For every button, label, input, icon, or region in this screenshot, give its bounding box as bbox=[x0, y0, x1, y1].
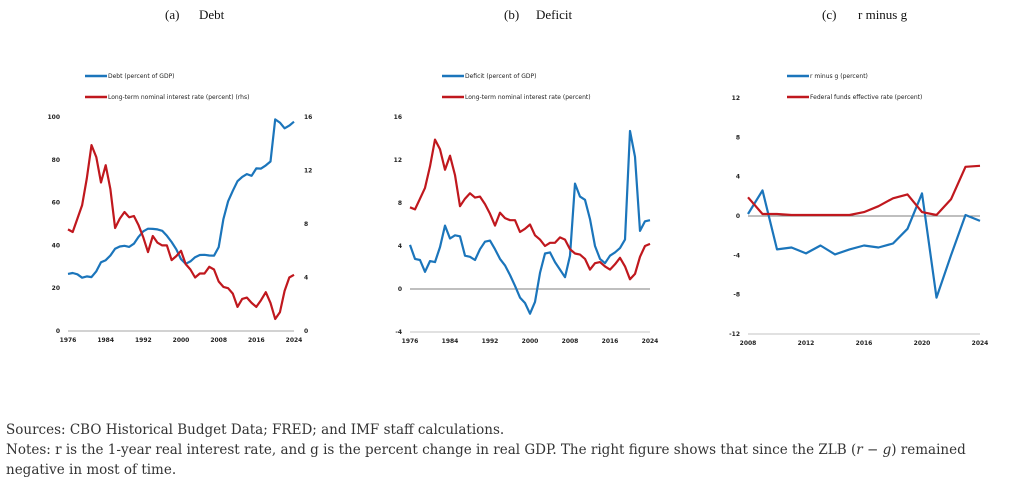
x-tick-label: 1992 bbox=[482, 338, 499, 345]
x-tick-label: 1976 bbox=[402, 338, 419, 345]
y-tick-label: -12 bbox=[729, 331, 740, 338]
x-tick-label: 1976 bbox=[60, 337, 77, 344]
figure: (a) Debt Debt (percent of GDP) Long-term … bbox=[47, 7, 988, 347]
x-tick-label: 2024 bbox=[972, 340, 989, 347]
y-tick-label: -4 bbox=[733, 252, 740, 259]
y-tick-label: 4 bbox=[736, 174, 740, 181]
x-tick-label: 2016 bbox=[856, 340, 873, 347]
y-right-tick-label: 4 bbox=[304, 275, 308, 282]
y-tick-label: 12 bbox=[394, 157, 402, 164]
y-tick-label: 100 bbox=[47, 114, 60, 121]
y-tick-label: 40 bbox=[52, 242, 60, 249]
panel-debt: (a) Debt Debt (percent of GDP) Long-term … bbox=[47, 7, 312, 344]
panel-c-legend: r minus g (percent) Federal funds effecti… bbox=[787, 73, 922, 101]
panel-a-axes: 1976 1984 1992 2000 2008 2016 2024020406080100… bbox=[47, 114, 312, 344]
panel-c-letter: (c) bbox=[822, 7, 836, 22]
panel-c-plot bbox=[747, 164, 981, 299]
notes-math: r − g bbox=[856, 442, 892, 458]
x-tick-label: 2000 bbox=[173, 337, 190, 344]
y-right-tick-label: 16 bbox=[304, 114, 312, 121]
x-tick-label: 2000 bbox=[522, 338, 539, 345]
panel-a-letter: (a) bbox=[165, 7, 179, 22]
panel-r-minus-g: (c) r minus g r minus g (percent) Federal… bbox=[729, 7, 988, 347]
legend-label: Deficit (percent of GDP) bbox=[465, 73, 536, 80]
series-line bbox=[67, 144, 295, 321]
x-tick-label: 2024 bbox=[642, 338, 659, 345]
y-tick-label: 12 bbox=[732, 95, 740, 102]
notes-tail: ) remained negative in most of time. bbox=[6, 442, 966, 478]
y-tick-label: 16 bbox=[394, 114, 402, 121]
y-tick-label: 0 bbox=[398, 286, 402, 293]
y-tick-label: 80 bbox=[52, 157, 60, 164]
legend-label: Long-term nominal interest rate (percent… bbox=[465, 94, 591, 101]
y-right-tick-label: 0 bbox=[304, 328, 308, 335]
y-tick-label: 4 bbox=[398, 243, 402, 250]
panel-c-axes: 2008 2012 2016 2020 2024 -12 -8 -4 0 4 8 12 bbox=[729, 95, 988, 347]
panel-b-plot bbox=[408, 129, 651, 315]
y-tick-label: -4 bbox=[395, 329, 402, 336]
legend-label: Debt (percent of GDP) bbox=[108, 73, 175, 80]
legend-label: Federal funds effective rate (percent) bbox=[810, 94, 922, 101]
figure-notes: Sources: CBO Historical Budget Data; FRE… bbox=[6, 420, 1021, 480]
panel-a-title: Debt bbox=[199, 7, 225, 22]
y-tick-label: -8 bbox=[733, 292, 740, 299]
sources-line: Sources: CBO Historical Budget Data; FRE… bbox=[6, 422, 505, 438]
x-tick-label: 2016 bbox=[248, 337, 265, 344]
x-tick-label: 2012 bbox=[798, 340, 815, 347]
panel-b-title: Deficit bbox=[536, 7, 572, 22]
panel-b-letter: (b) bbox=[504, 7, 519, 22]
x-tick-label: 1984 bbox=[442, 338, 459, 345]
x-tick-label: 2008 bbox=[740, 340, 757, 347]
y-tick-label: 8 bbox=[398, 200, 402, 207]
series-line bbox=[409, 138, 651, 281]
x-tick-label: 2016 bbox=[602, 338, 619, 345]
series-line bbox=[408, 129, 651, 315]
legend-label: r minus g (percent) bbox=[810, 73, 868, 80]
panel-b-axes: 1976 1984 1992 2000 2008 2016 2024 -4 0 4 8 12 16 bbox=[394, 114, 659, 345]
x-tick-label: 2008 bbox=[562, 338, 579, 345]
panel-a-legend: Debt (percent of GDP) Long-term nominal i… bbox=[85, 73, 249, 101]
x-tick-label: 2008 bbox=[210, 337, 227, 344]
y-right-tick-label: 8 bbox=[304, 221, 308, 228]
series-line bbox=[747, 189, 981, 299]
notes-line: Notes: r is the 1-year real interest rat… bbox=[6, 440, 1021, 480]
x-tick-label: 2024 bbox=[286, 337, 303, 344]
legend-label: Long-term nominal interest rate (percent… bbox=[108, 94, 249, 101]
notes-lead: Notes: r is the 1-year real interest rat… bbox=[6, 442, 857, 458]
panel-c-title: r minus g bbox=[858, 7, 908, 22]
x-tick-label: 2020 bbox=[914, 340, 931, 347]
series-line bbox=[747, 164, 981, 217]
y-tick-label: 8 bbox=[736, 134, 740, 141]
panel-a-plot bbox=[67, 118, 295, 321]
y-tick-label: 0 bbox=[736, 213, 740, 220]
x-tick-label: 1992 bbox=[135, 337, 152, 344]
panel-b-legend: Deficit (percent of GDP) Long-term nomina… bbox=[442, 73, 591, 101]
y-tick-label: 20 bbox=[52, 285, 60, 292]
y-right-tick-label: 12 bbox=[304, 168, 312, 175]
y-tick-label: 0 bbox=[56, 328, 60, 335]
series-line bbox=[67, 118, 295, 279]
panel-deficit: (b) Deficit Deficit (percent of GDP) Long… bbox=[394, 7, 659, 345]
x-tick-label: 1984 bbox=[97, 337, 114, 344]
y-tick-label: 60 bbox=[52, 200, 60, 207]
